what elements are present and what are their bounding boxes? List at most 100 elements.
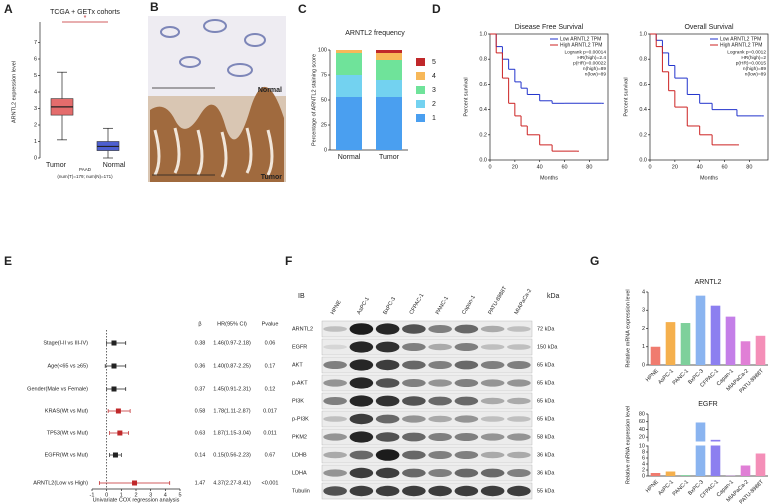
gland: [179, 56, 201, 68]
x-tick-label: 4: [164, 492, 167, 498]
band: [323, 469, 347, 477]
y-tick-label: 1.0: [639, 31, 647, 37]
x-tick-label: 5: [178, 492, 181, 498]
band: [480, 397, 505, 405]
annotation: HR(high)=2: [741, 55, 766, 61]
chart-title: ARNTL2: [695, 279, 722, 286]
row-label: Stage(I-II vs III-IV): [43, 340, 88, 346]
band: [507, 451, 531, 459]
band: [375, 378, 400, 388]
y-tick-label: 2: [642, 326, 645, 332]
row-label: p-AKT: [292, 380, 308, 386]
band: [349, 395, 374, 407]
band: [480, 451, 505, 459]
y-tick-label: 3: [642, 308, 645, 314]
x-tick-label: 60: [721, 164, 727, 170]
y-tick-label: 6: [642, 455, 645, 461]
row-label: LDHB: [292, 452, 307, 458]
band: [349, 359, 374, 371]
p-value: 0.017: [263, 408, 277, 414]
y-tick-label: 75: [321, 72, 327, 78]
chart-title: ARNTL2 frequency: [345, 30, 405, 37]
subtitle: PAAD: [79, 167, 92, 172]
band: [349, 323, 374, 335]
plot-frame: [649, 33, 769, 161]
blot-strip: [321, 446, 533, 464]
blot-header: IB: [298, 293, 305, 300]
size-label: 65 kDa: [537, 362, 555, 368]
hr: 1.46(0.97-2.18): [213, 340, 251, 346]
x-tick-label: 0: [488, 164, 491, 170]
p-value: 0.06: [265, 340, 276, 346]
y-tick-label: 80: [639, 411, 645, 417]
y-tick-label: 2: [34, 122, 37, 128]
band: [375, 359, 400, 371]
annotation: Logrank p=0.00014: [565, 49, 607, 55]
p-value: 0.17: [265, 363, 276, 369]
panel-label: D: [432, 2, 441, 16]
gland: [244, 33, 266, 47]
panel-label: A: [4, 2, 13, 16]
row-label: AKT: [292, 362, 303, 368]
hr: 1.78(1.11-2.87): [213, 408, 250, 414]
bar-segment: [376, 80, 402, 97]
y-tick-label: 7: [34, 40, 37, 46]
band: [323, 433, 347, 441]
band: [375, 432, 400, 442]
x-tick-label: Tumor: [379, 154, 400, 161]
legend-label: High ARNTL2 TPM: [720, 42, 762, 48]
y-tick-label: 1.0: [479, 31, 487, 37]
estimate: [117, 430, 123, 436]
bar: [650, 346, 661, 365]
y-tick-label: 0.8: [479, 57, 487, 63]
band: [428, 415, 452, 423]
blot-strip: [321, 374, 533, 392]
annotation: n(high)=89: [583, 66, 606, 72]
band: [375, 395, 400, 407]
annotation: p(HR)=0.00022: [573, 60, 606, 66]
bar: [725, 316, 736, 365]
band: [428, 379, 452, 387]
estimate: [111, 386, 117, 392]
band: [480, 416, 505, 422]
y-axis-label: ARNTL2 expression level: [11, 61, 17, 123]
band: [480, 379, 505, 387]
panel-label: E: [4, 254, 12, 268]
band: [402, 360, 426, 370]
beta: 0.14: [195, 452, 206, 458]
y-tick-label: 25: [321, 122, 327, 128]
band: [323, 451, 347, 459]
bar-segment: [376, 60, 402, 80]
bar: [680, 323, 691, 365]
legend-swatch: [416, 86, 425, 94]
bar-segment: [336, 53, 362, 75]
size-label: 65 kDa: [537, 416, 555, 422]
bar-segment: [376, 53, 402, 60]
x-axis-label: Univariate COX regression analysis: [93, 497, 180, 503]
band: [454, 379, 479, 387]
band: [375, 341, 400, 353]
band: [507, 361, 531, 369]
x-tick-label: 0: [105, 492, 108, 498]
row-label: EGFR(Wt vs Mut): [45, 452, 89, 458]
x-tick-label: 80: [746, 164, 752, 170]
estimate: [111, 363, 117, 369]
y-tick-label: 5: [34, 73, 37, 79]
annotation: n(low)=89: [745, 71, 767, 77]
x-tick-label: 2: [134, 492, 137, 498]
band: [507, 433, 531, 441]
bar: [710, 305, 721, 365]
beta: 0.58: [195, 408, 206, 414]
x-tick-label: 40: [697, 164, 703, 170]
chart-title: Disease Free Survival: [515, 24, 584, 31]
size-label: 65 kDa: [537, 380, 555, 386]
y-tick-label: 40: [639, 427, 645, 433]
p-value: 0.12: [265, 386, 276, 392]
band: [323, 361, 347, 369]
y-axis-label: Relative mRNA expression level: [625, 406, 631, 484]
legend-swatch: [416, 58, 425, 66]
band: [507, 485, 531, 497]
band: [454, 468, 479, 478]
legend-swatch: [416, 100, 425, 108]
